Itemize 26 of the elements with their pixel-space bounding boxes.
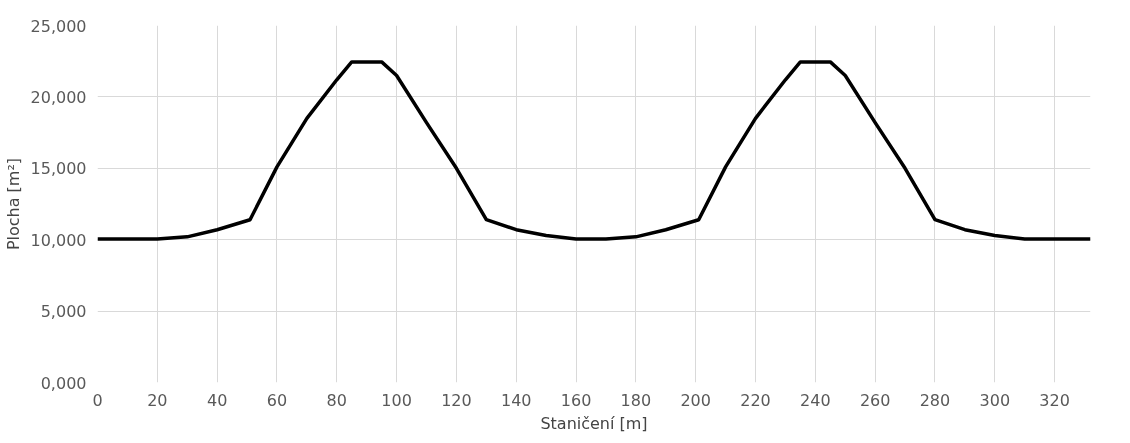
x-tick-label: 260 <box>859 390 891 410</box>
x-tick-label: 180 <box>620 390 652 410</box>
y-tick-label: 25,000 <box>30 16 87 36</box>
y-tick-label: 15,000 <box>30 159 87 179</box>
y-tick-label: 10,000 <box>30 230 87 250</box>
y-tick-label: 0,000 <box>40 373 87 393</box>
x-tick-label: 40 <box>206 390 228 410</box>
x-tick-label: 100 <box>381 390 412 410</box>
x-tick-label: 20 <box>147 390 168 410</box>
x-axis-title: Staničení [m] <box>540 413 648 433</box>
x-tick-label: 0 <box>92 390 103 410</box>
y-tick-label: 20,000 <box>30 87 87 107</box>
x-tick-label: 80 <box>326 390 347 410</box>
x-tick-label: 160 <box>560 390 592 410</box>
x-tick-label: 200 <box>680 390 711 410</box>
y-tick-label: 5,000 <box>40 302 87 322</box>
x-tick-label: 120 <box>441 390 472 410</box>
x-tick-label: 220 <box>740 390 771 410</box>
x-tick-label: 140 <box>500 390 532 410</box>
x-tick-label: 240 <box>800 390 831 410</box>
line-series <box>97 60 1091 241</box>
x-tick-label: 300 <box>979 390 1011 410</box>
y-axis-title: Plocha [m²] <box>3 157 23 251</box>
x-tick-label: 60 <box>266 390 288 410</box>
x-tick-label: 320 <box>1039 390 1070 410</box>
x-tick-label: 280 <box>919 390 951 410</box>
